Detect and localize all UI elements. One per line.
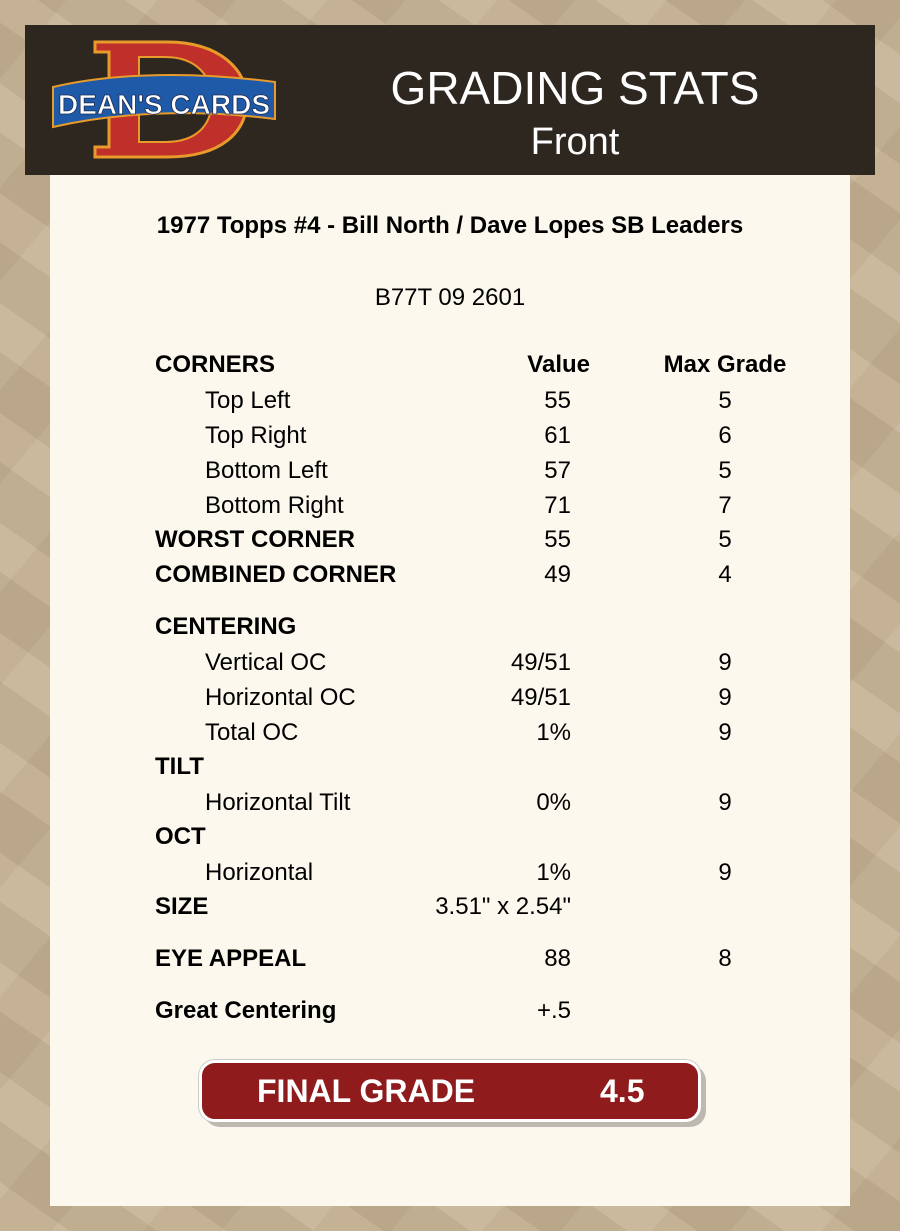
stat-label: Horizontal OC bbox=[205, 684, 356, 711]
stat-row: CORNERS bbox=[0, 351, 900, 381]
stat-max-grade: 5 bbox=[718, 387, 732, 414]
stat-value: 3.51" x 2.54" bbox=[435, 893, 571, 920]
stat-label: OCT bbox=[155, 823, 206, 850]
stat-max-grade: 8 bbox=[718, 945, 732, 972]
stat-row: SIZE 3.51" x 2.54" bbox=[0, 893, 900, 923]
stat-max-grade: 6 bbox=[718, 422, 732, 449]
stat-value: 49/51 bbox=[510, 649, 571, 676]
stats-panel bbox=[50, 175, 850, 1206]
svg-text:DEAN'S CARDS: DEAN'S CARDS bbox=[58, 89, 270, 120]
stat-value: 88 bbox=[544, 945, 571, 972]
stat-value: 55 bbox=[544, 526, 571, 553]
max-grade-column-header: Max Grade bbox=[663, 351, 787, 378]
final-grade-badge: FINAL GRADE 4.5 bbox=[199, 1060, 701, 1122]
stat-label: Top Right bbox=[205, 422, 307, 449]
stat-max-grade: 5 bbox=[718, 526, 732, 553]
stat-max-grade: 9 bbox=[718, 649, 732, 676]
stat-value: 61 bbox=[544, 422, 571, 449]
page-subtitle: Front bbox=[530, 121, 620, 163]
stat-label: EYE APPEAL bbox=[155, 945, 307, 972]
stat-max-grade: 5 bbox=[718, 457, 732, 484]
stat-row: CENTERING bbox=[0, 613, 900, 643]
stat-row: Horizontal 1% 9 bbox=[0, 859, 900, 889]
stat-row: Vertical OC 49/51 9 bbox=[0, 649, 900, 679]
stat-max-grade: 4 bbox=[718, 561, 732, 588]
stat-label: Horizontal Tilt bbox=[205, 789, 351, 816]
stat-label: Total OC bbox=[205, 719, 299, 746]
stat-row: WORST CORNER 55 5 bbox=[0, 526, 900, 556]
stat-label: Bottom Left bbox=[205, 457, 328, 484]
stat-value: 1% bbox=[536, 859, 571, 886]
stat-value: 49/51 bbox=[510, 684, 571, 711]
stat-label: Horizontal bbox=[205, 859, 314, 886]
stat-max-grade: 9 bbox=[718, 789, 732, 816]
stat-max-grade: 9 bbox=[718, 859, 732, 886]
stat-row: Top Left 55 5 bbox=[0, 387, 900, 417]
stat-max-grade: 7 bbox=[718, 492, 732, 519]
page-title: GRADING STATS bbox=[390, 62, 760, 114]
stat-row: Bottom Right 71 7 bbox=[0, 492, 900, 522]
stat-row: Total OC 1% 9 bbox=[0, 719, 900, 749]
final-grade-label: FINAL GRADE bbox=[257, 1073, 476, 1109]
stat-value: 0% bbox=[536, 789, 571, 816]
stat-label: CORNERS bbox=[155, 351, 276, 378]
stat-max-grade: 9 bbox=[718, 684, 732, 711]
stat-label: CENTERING bbox=[155, 613, 297, 640]
column-header-row: Value Max Grade bbox=[0, 351, 900, 381]
stat-value: +.5 bbox=[536, 997, 571, 1024]
stat-label: WORST CORNER bbox=[155, 526, 355, 553]
stat-value: 71 bbox=[544, 492, 571, 519]
stat-row: OCT bbox=[0, 823, 900, 853]
stat-row: Horizontal OC 49/51 9 bbox=[0, 684, 900, 714]
stat-value: 1% bbox=[536, 719, 571, 746]
card-name: 1977 Topps #4 - Bill North / Dave Lopes … bbox=[156, 212, 744, 239]
stat-label: Vertical OC bbox=[205, 649, 327, 676]
final-grade-value: 4.5 bbox=[600, 1073, 645, 1109]
stat-row: Top Right 61 6 bbox=[0, 422, 900, 452]
stat-max-grade: 9 bbox=[718, 719, 732, 746]
stat-row: EYE APPEAL 88 8 bbox=[0, 945, 900, 975]
stat-row: Great Centering +.5 bbox=[0, 997, 900, 1027]
stat-value: 57 bbox=[544, 457, 571, 484]
stat-row: TILT bbox=[0, 753, 900, 783]
stat-row: Horizontal Tilt 0% 9 bbox=[0, 789, 900, 819]
stat-row: Bottom Left 57 5 bbox=[0, 457, 900, 487]
value-column-header: Value bbox=[527, 351, 590, 378]
stat-value: 49 bbox=[544, 561, 571, 588]
stat-value: 55 bbox=[544, 387, 571, 414]
stat-label: Top Left bbox=[205, 387, 291, 414]
stat-label: SIZE bbox=[155, 893, 209, 920]
stat-label: Great Centering bbox=[155, 997, 337, 1024]
cert-number: B77T 09 2601 bbox=[374, 284, 526, 311]
header-bar: DEAN'S CARDS GRADING STATS Front bbox=[25, 25, 875, 175]
deans-cards-logo: DEAN'S CARDS bbox=[52, 40, 276, 159]
stat-label: TILT bbox=[155, 753, 204, 780]
stat-label: COMBINED CORNER bbox=[155, 561, 397, 588]
stat-label: Bottom Right bbox=[205, 492, 344, 519]
stat-row: COMBINED CORNER 49 4 bbox=[0, 561, 900, 591]
